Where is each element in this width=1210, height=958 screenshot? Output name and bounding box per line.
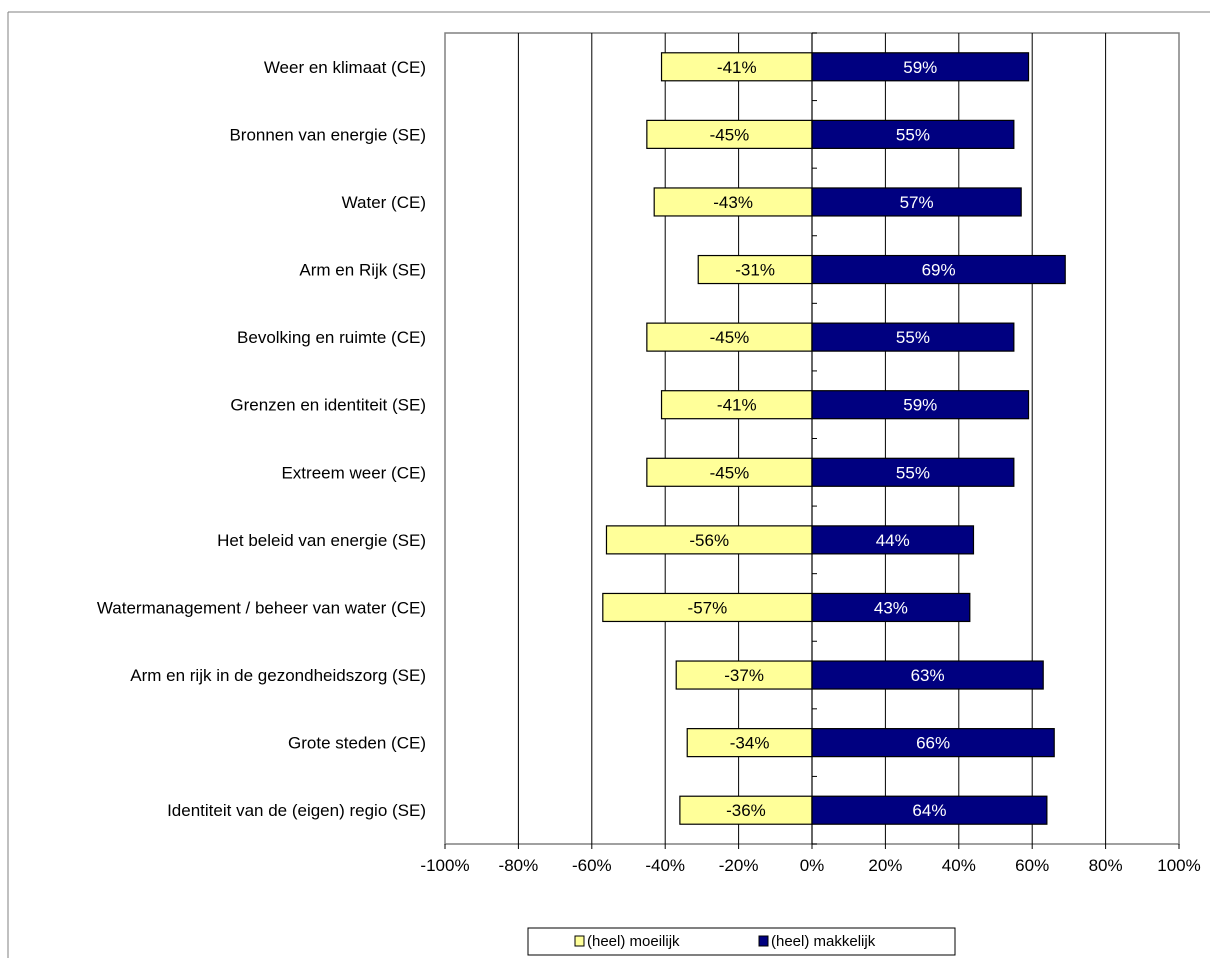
data-label-moeilijk: -41% [717, 396, 757, 415]
data-label-makkelijk: 64% [912, 801, 946, 820]
bar-moeilijk [697, 254, 813, 285]
data-label-makkelijk: 55% [896, 328, 930, 347]
category-label: Bevolking en ruimte (CE) [237, 328, 426, 347]
bar-moeilijk [660, 52, 813, 82]
bar-makkelijk [811, 187, 1022, 217]
data-label-makkelijk: 57% [900, 193, 934, 212]
data-label-moeilijk: -45% [710, 463, 750, 482]
data-label-makkelijk: 43% [874, 598, 908, 617]
bar-moeilijk [646, 119, 813, 149]
bar-moeilijk [679, 795, 813, 825]
data-label-moeilijk: -37% [724, 666, 764, 685]
data-label-moeilijk: -45% [710, 328, 750, 347]
data-label-makkelijk: 63% [911, 666, 945, 685]
x-tick-label: -40% [645, 856, 685, 875]
category-label: Weer en klimaat (CE) [264, 58, 426, 77]
legend-label-makkelijk: (heel) makkelijk [771, 933, 876, 950]
category-label: Grote steden (CE) [288, 734, 426, 753]
bar-makkelijk [811, 322, 1015, 352]
x-tick-label: 40% [942, 856, 976, 875]
data-label-moeilijk: -34% [730, 734, 770, 753]
gridlines [517, 33, 1107, 844]
data-label-moeilijk: -41% [717, 58, 757, 77]
category-label: Watermanagement / beheer van water (CE) [97, 598, 426, 617]
x-tick-label: -100% [420, 856, 469, 875]
data-label-moeilijk: -31% [735, 261, 775, 280]
x-tick-label: 60% [1015, 856, 1049, 875]
category-labels: Weer en klimaat (CE) Bronnen van energie … [97, 58, 426, 820]
data-label-moeilijk: -43% [713, 193, 753, 212]
bar-makkelijk [811, 795, 1048, 825]
data-label-makkelijk: 55% [896, 125, 930, 144]
data-label-moeilijk: -56% [689, 531, 729, 550]
legend-swatch-moeilijk [574, 935, 585, 947]
bar-makkelijk [811, 52, 1030, 82]
category-label: Bronnen van energie (SE) [229, 125, 426, 144]
category-label: Grenzen en identiteit (SE) [230, 396, 426, 415]
data-label-moeilijk: -36% [726, 801, 766, 820]
data-label-makkelijk: 44% [876, 531, 910, 550]
x-tick-label: 100% [1157, 856, 1200, 875]
data-label-makkelijk: 69% [922, 261, 956, 280]
x-tick-label: -20% [719, 856, 759, 875]
category-label: Identiteit van de (eigen) regio (SE) [167, 801, 426, 820]
legend: (heel) moeilijk (heel) makkelijk [527, 927, 956, 956]
category-label: Arm en rijk in de gezondheidszorg (SE) [130, 666, 426, 685]
bar-moeilijk [675, 660, 813, 690]
data-label-moeilijk: -57% [688, 598, 728, 617]
bar-moeilijk [646, 457, 813, 487]
legend-swatch-makkelijk [758, 935, 769, 947]
data-label-moeilijk: -45% [710, 125, 750, 144]
bar-moeilijk [653, 187, 813, 217]
legend-box [527, 927, 956, 956]
category-label: Arm en Rijk (SE) [299, 261, 426, 280]
bar-makkelijk [811, 119, 1015, 149]
bar-makkelijk [811, 525, 975, 555]
data-label-makkelijk: 66% [916, 734, 950, 753]
bar-moeilijk [660, 390, 813, 420]
x-tick-label: -60% [572, 856, 612, 875]
zero-axis [811, 32, 817, 845]
bar-moeilijk [602, 592, 813, 623]
bar-moeilijk [605, 525, 813, 555]
x-tick-label: 80% [1089, 856, 1123, 875]
x-tick-labels: -100% -80% -60% -40% -20% 0% 20% 40% 60% 80% 100% [420, 844, 1201, 875]
category-label: Water (CE) [342, 193, 426, 212]
category-label: Extreem weer (CE) [281, 463, 426, 482]
data-label-makkelijk: 59% [903, 58, 937, 77]
x-tick-label: 20% [868, 856, 902, 875]
category-label: Het beleid van energie (SE) [217, 531, 426, 550]
x-tick-label: 0% [800, 856, 825, 875]
legend-label-moeilijk: (heel) moeilijk [587, 933, 680, 950]
data-label-makkelijk: 59% [903, 396, 937, 415]
bar-moeilijk [646, 322, 813, 352]
bar-makkelijk [811, 254, 1066, 285]
x-tick-label: -80% [499, 856, 539, 875]
data-label-makkelijk: 55% [896, 463, 930, 482]
